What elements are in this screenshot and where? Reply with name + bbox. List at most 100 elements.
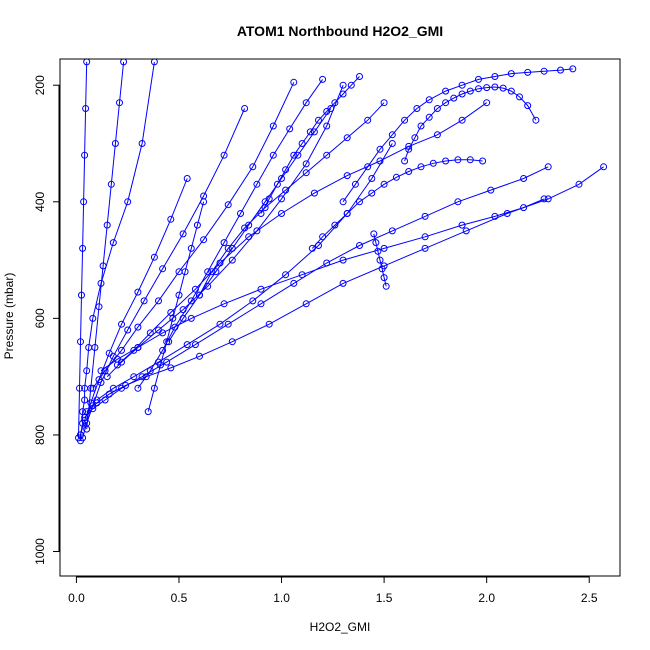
data-point [159, 265, 167, 273]
data-point [475, 85, 482, 93]
data-point [378, 265, 386, 273]
data-point [382, 282, 390, 290]
data-point [499, 84, 507, 92]
data-point [388, 131, 396, 139]
plot-frame [59, 58, 621, 577]
data-point [347, 81, 355, 89]
data-point [150, 384, 158, 392]
data-point [331, 221, 339, 229]
data-point [179, 230, 187, 238]
data-point [118, 320, 125, 328]
data-point [315, 116, 322, 124]
data-point [483, 84, 491, 92]
data-point [101, 396, 109, 404]
data-point [183, 175, 191, 182]
data-point [282, 166, 290, 174]
data-point [187, 314, 195, 322]
series-line [311, 159, 483, 249]
data-point [374, 247, 382, 255]
x-tick-label: 1.5 [376, 591, 393, 605]
data-point [507, 87, 515, 95]
data-point [111, 140, 119, 147]
data-point [520, 204, 528, 212]
x-axis-label: H2O2_GMI [310, 620, 371, 634]
data-point [113, 355, 121, 363]
data-point [421, 233, 429, 241]
data-point [216, 320, 224, 328]
data-point [83, 425, 91, 433]
data-point [286, 125, 294, 133]
data-point [220, 151, 228, 159]
data-point [183, 341, 191, 349]
data-point [163, 338, 171, 346]
series-line [199, 102, 385, 296]
data-point [290, 151, 298, 159]
data-point [237, 210, 244, 217]
data-point [491, 83, 499, 91]
data-point [544, 195, 552, 203]
data-point [144, 408, 152, 416]
data-point [302, 99, 310, 107]
data-point [540, 67, 548, 75]
data-point [159, 346, 167, 354]
data-point [356, 242, 363, 249]
data-point [433, 131, 441, 139]
data-point [544, 163, 552, 171]
data-point [323, 151, 331, 159]
series-line [80, 178, 188, 436]
x-tick-label: 1.0 [273, 591, 290, 605]
data-point [278, 175, 285, 182]
data-point [82, 105, 90, 112]
data-point [462, 227, 470, 235]
data-point [388, 140, 396, 147]
data-point [417, 122, 425, 130]
data-point [306, 128, 314, 136]
data-point [380, 244, 388, 252]
data-point [380, 180, 388, 188]
data-point [479, 157, 487, 165]
series-line [96, 143, 393, 401]
data-point [425, 113, 433, 121]
data-layer [75, 58, 608, 445]
data-point [310, 189, 318, 197]
data-point [193, 221, 201, 229]
y-tick-label: 1000 [33, 538, 47, 565]
data-point [155, 297, 162, 305]
data-point [487, 186, 495, 194]
y-axis: 200 400 600 800 1000 [33, 75, 60, 565]
data-point [253, 227, 261, 235]
series-line [86, 61, 125, 430]
data-point [208, 268, 216, 276]
data-point [245, 233, 253, 241]
data-point [364, 116, 372, 124]
data-point [146, 367, 154, 375]
data-point [323, 122, 331, 130]
data-point [93, 396, 101, 404]
data-point [97, 367, 105, 375]
data-point [169, 314, 177, 322]
data-point [79, 244, 87, 252]
data-point [310, 128, 318, 136]
data-point [75, 434, 82, 442]
data-point [134, 384, 142, 392]
data-point [458, 221, 466, 229]
data-point [204, 268, 212, 276]
data-point [118, 384, 125, 392]
data-point [302, 160, 310, 168]
data-point [458, 81, 466, 89]
data-point [89, 314, 97, 322]
data-point [224, 244, 232, 252]
data-point [339, 90, 347, 98]
data-point [339, 81, 347, 89]
data-point [134, 323, 142, 331]
data-point [290, 279, 298, 287]
data-point [130, 373, 138, 381]
data-point [109, 384, 117, 392]
data-point [450, 94, 458, 102]
data-point [372, 239, 380, 247]
data-point [179, 314, 187, 322]
data-point [175, 291, 183, 299]
data-point [376, 145, 384, 153]
data-point [77, 338, 84, 346]
data-point [257, 300, 265, 308]
